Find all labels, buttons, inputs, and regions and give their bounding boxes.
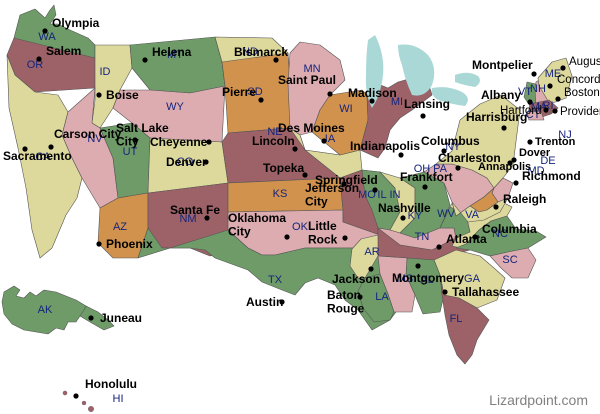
- svg-text:Saint Paul: Saint Paul: [278, 73, 336, 87]
- svg-text:Montgomery: Montgomery: [392, 271, 464, 285]
- svg-text:Austin: Austin: [246, 295, 283, 309]
- svg-text:Lansing: Lansing: [404, 97, 450, 111]
- svg-text:Nashville: Nashville: [378, 201, 431, 215]
- svg-text:Lincoln: Lincoln: [252, 134, 295, 148]
- svg-text:Raleigh: Raleigh: [503, 192, 546, 206]
- svg-text:ID: ID: [100, 66, 111, 78]
- svg-text:Concord: Concord: [557, 74, 600, 86]
- svg-text:Des Moines: Des Moines: [278, 121, 345, 135]
- svg-text:Boston: Boston: [564, 87, 600, 99]
- svg-text:Montpelier: Montpelier: [472, 58, 533, 72]
- svg-text:Helena: Helena: [152, 45, 192, 59]
- svg-text:WY: WY: [166, 101, 184, 113]
- svg-text:Frankfort: Frankfort: [400, 170, 453, 184]
- svg-text:Denver: Denver: [166, 155, 207, 169]
- svg-text:AZ: AZ: [113, 221, 127, 233]
- svg-text:Carson City: Carson City: [54, 127, 122, 141]
- svg-text:Bismarck: Bismarck: [234, 45, 288, 59]
- svg-text:Madison: Madison: [348, 86, 397, 100]
- svg-text:Annapolis: Annapolis: [478, 161, 531, 173]
- svg-text:Honolulu: Honolulu: [85, 377, 137, 391]
- svg-text:OK: OK: [292, 221, 309, 233]
- svg-text:Providence: Providence: [560, 106, 600, 118]
- svg-text:Indianapolis: Indianapolis: [350, 139, 420, 153]
- svg-text:LA: LA: [375, 291, 389, 303]
- svg-text:FL: FL: [450, 313, 463, 325]
- svg-text:TN: TN: [415, 231, 430, 243]
- svg-text:SC: SC: [502, 254, 517, 266]
- svg-text:AK: AK: [38, 304, 53, 316]
- svg-text:HI: HI: [113, 393, 124, 405]
- svg-text:IN: IN: [390, 189, 401, 201]
- svg-text:Trenton: Trenton: [535, 136, 576, 148]
- svg-text:Springfield: Springfield: [315, 173, 378, 187]
- svg-text:Dover: Dover: [519, 147, 551, 159]
- svg-text:KS: KS: [273, 188, 288, 200]
- svg-text:NH: NH: [530, 83, 546, 95]
- svg-text:Juneau: Juneau: [100, 311, 142, 325]
- svg-text:AR: AR: [364, 246, 379, 258]
- svg-text:WV: WV: [437, 208, 455, 220]
- svg-text:Pierre: Pierre: [222, 85, 256, 99]
- svg-text:IL: IL: [377, 189, 386, 201]
- svg-text:VA: VA: [465, 209, 480, 221]
- svg-text:Atlanta: Atlanta: [446, 232, 487, 246]
- svg-text:WI: WI: [339, 103, 352, 115]
- svg-text:Columbus: Columbus: [421, 134, 480, 148]
- svg-text:Santa Fe: Santa Fe: [170, 203, 220, 217]
- svg-text:Cheyenne: Cheyenne: [150, 135, 208, 149]
- svg-text:WA: WA: [38, 31, 56, 43]
- svg-text:GA: GA: [464, 273, 481, 285]
- svg-text:Columbia: Columbia: [482, 222, 537, 236]
- svg-text:Hartford: Hartford: [500, 105, 542, 117]
- svg-text:Phoenix: Phoenix: [106, 237, 153, 251]
- svg-text:Topeka: Topeka: [263, 161, 304, 175]
- svg-text:Augusta: Augusta: [569, 56, 600, 68]
- svg-text:Tallahassee: Tallahassee: [452, 285, 519, 299]
- svg-text:Jackson: Jackson: [332, 272, 380, 286]
- svg-text:Sacramento: Sacramento: [3, 149, 72, 163]
- svg-text:Olympia: Olympia: [52, 16, 100, 30]
- svg-text:TX: TX: [268, 274, 283, 286]
- svg-text:Boise: Boise: [106, 88, 139, 102]
- svg-text:Salem: Salem: [46, 44, 81, 58]
- svg-text:Albany: Albany: [481, 88, 521, 102]
